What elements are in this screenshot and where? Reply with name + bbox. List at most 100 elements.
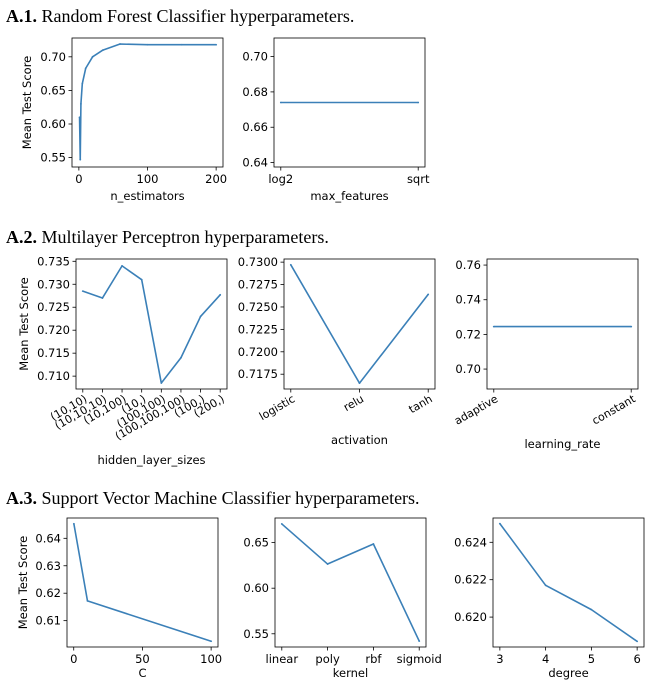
x-tick-label: log2 [268,172,293,186]
plot-frame [66,517,219,648]
section-number-a2: A.2. [6,227,37,247]
y-tick-label: 0.76 [455,258,481,272]
y-tick-label: 0.60 [243,581,269,595]
x-axis-label: C [138,666,146,680]
x-axis-label: kernel [333,666,368,680]
series-line [499,523,638,643]
plot-frame [273,37,426,168]
y-tick-label: 0.7275 [238,278,278,292]
plot-frame [283,258,436,390]
y-tick-label: 0.725 [37,300,70,314]
x-axis-label: activation [331,433,388,447]
y-axis-label: Mean Test Score [17,277,31,371]
y-tick-label: 0.715 [37,346,70,360]
data-point [279,101,282,104]
section-title-a1: Random Forest Classifier hyperparameters… [41,6,355,26]
x-axis-label: max_features [310,189,388,203]
data-point [492,325,495,328]
x-tick-label: tanh [407,392,435,416]
data-point [418,640,421,642]
x-tick-label: poly [315,652,340,666]
data-point [79,158,82,161]
data-point [289,263,292,266]
y-tick-label: 0.60 [40,117,66,131]
plot-frame [486,258,639,390]
y-tick-label: 0.710 [37,369,70,383]
x-tick-label: 100 [200,652,222,666]
data-point [180,356,182,359]
data-point [121,264,123,267]
y-tick-label: 0.70 [242,50,268,64]
y-tick-label: 0.62 [35,586,61,600]
y-tick-label: 0.7300 [238,255,278,269]
y-tick-label: 0.64 [242,156,268,170]
plot-frame [75,258,228,390]
x-tick-label: 200 [205,172,227,186]
x-tick-label: sqrt [407,172,430,186]
x-tick-label: 100 [137,172,159,186]
data-point [84,67,87,70]
data-point [199,315,202,318]
plot-frame [492,517,645,648]
y-tick-label: 0.65 [243,536,269,550]
data-point [219,293,222,296]
y-tick-label: 0.735 [37,254,70,268]
x-tick-label: relu [341,392,366,414]
x-tick-label: 0 [75,172,82,186]
x-tick-label: 50 [135,652,150,666]
data-point [636,640,639,643]
x-axis-label: degree [548,666,588,680]
chart-svm-c: 0.61 0.62 0.63 0.64 0 50 100 C Mean Test Score [16,517,222,680]
data-point [119,43,121,45]
y-tick-label: 0.620 [454,610,487,624]
y-tick-label: 0.70 [40,50,66,64]
y-tick-label: 0.7250 [238,300,278,314]
y-tick-label: 0.65 [40,83,66,97]
data-point [210,640,213,643]
series-line [78,43,217,161]
plot-frame [71,37,224,168]
data-point [417,101,420,104]
data-point [590,608,593,611]
y-tick-label: 0.68 [242,85,268,99]
data-point [101,49,104,51]
section-number-a1: A.1. [6,6,37,26]
y-tick-label: 0.74 [455,293,481,307]
data-point [81,82,84,85]
x-tick-label: sigmoid [397,652,442,666]
y-axis-label: Mean Test Score [20,56,34,150]
y-tick-label: 0.55 [243,627,269,641]
chart-svm-degree: 0.620 0.622 0.624 3 4 5 6 degree [454,517,645,680]
x-axis-label: hidden_layer_sizes [97,453,205,467]
y-tick-label: 0.61 [35,614,61,628]
data-point [146,43,149,46]
data-point [101,297,104,299]
data-point [81,290,84,293]
chart-svm-kernel: 0.55 0.60 0.65 linear poly rbf sigmoid kernel [243,517,442,680]
y-tick-label: 0.70 [455,362,481,376]
section-heading-a2: A.2. Multilayer Perceptron hyperparamete… [6,227,329,248]
data-point [91,55,94,58]
x-axis-label: n_estimators [110,189,184,203]
chart-rf-max-features: 0.64 0.66 0.68 0.70 log2 sqrt max_features [242,37,430,203]
x-tick-label: logistic [257,392,297,423]
chart-rf-n-estimators: 0.55 0.60 0.65 0.70 0 100 200 n_estimators Mean … [20,37,227,203]
data-point [544,584,547,587]
chart-mlp-activation: 0.7175 0.7200 0.7225 0.7250 0.7275 0.7300 logi… [238,255,436,447]
y-tick-label: 0.730 [37,277,70,291]
data-point [86,599,89,602]
x-tick-label: 5 [588,652,595,666]
section-title-a3: Support Vector Machine Classifier hyperp… [41,488,420,508]
y-tick-label: 0.7225 [238,322,278,336]
y-tick-label: 0.624 [454,535,487,549]
data-point [372,543,375,545]
x-tick-label: constant [590,392,639,428]
section-heading-a1: A.1. Random Forest Classifier hyperparam… [6,6,354,27]
data-point [326,563,329,565]
series-line [82,265,221,384]
x-tick-label: 6 [633,652,640,666]
x-tick-label: 3 [496,652,503,666]
data-point [498,522,501,525]
data-point [215,43,218,46]
